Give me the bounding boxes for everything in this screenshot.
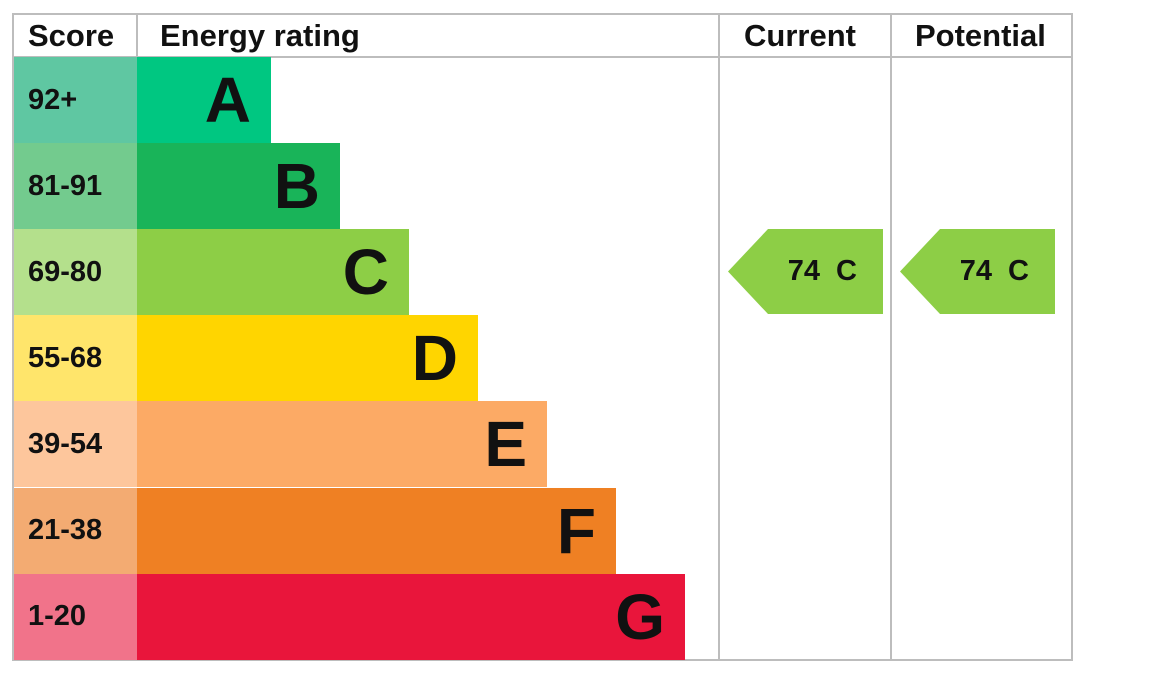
table-top-border [13,13,1073,15]
score-divider [136,13,138,57]
header-divider [13,56,1073,58]
band-bar-g: G [137,573,685,660]
potential-divider [890,13,892,661]
potential-rating-arrow: 74 C [900,229,1055,314]
score-header: Score [28,18,115,53]
score-range-c: 69-80 [14,229,137,316]
table-right-border [1071,13,1073,661]
table-left-border [12,13,14,661]
current-header: Current [744,18,856,53]
score-range-g: 1-20 [14,573,137,660]
score-range-d: 55-68 [14,315,137,402]
score-range-a: 92+ [14,57,137,144]
score-range-f: 21-38 [14,487,137,574]
current-rating-arrow: 74 C [728,229,883,314]
band-bar-c: C [137,229,409,316]
potential-header: Potential [915,18,1046,53]
band-bar-e: E [137,401,547,488]
table-bottom-border [13,659,1073,661]
band-bar-b: B [137,143,340,230]
energy-rating-header: Energy rating [160,18,360,53]
score-range-b: 81-91 [14,143,137,230]
current-divider [718,13,720,661]
band-bar-f: F [137,487,616,574]
band-bar-d: D [137,315,478,402]
score-range-e: 39-54 [14,401,137,488]
band-bar-a: A [137,57,271,144]
